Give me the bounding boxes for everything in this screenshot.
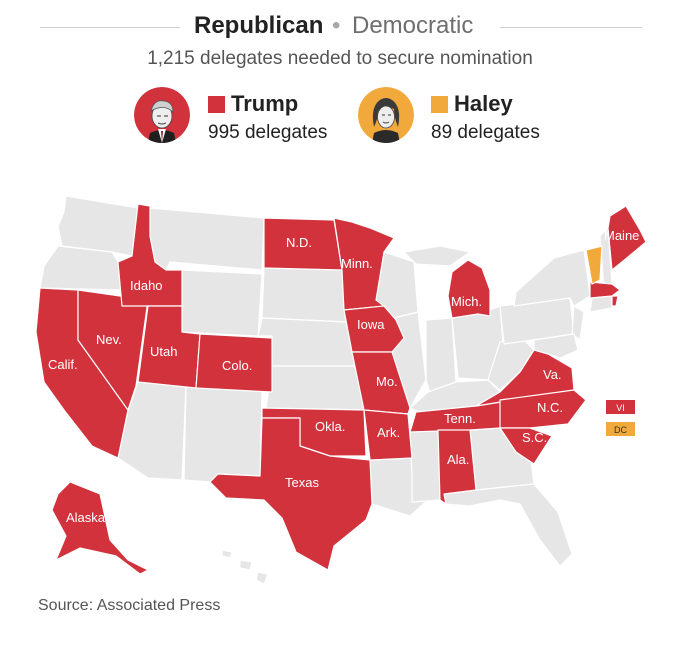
state-mont[interactable] xyxy=(149,207,265,271)
haley-swatch xyxy=(431,96,448,113)
trump-swatch xyxy=(208,96,225,113)
label-mich: Mich. xyxy=(451,294,482,309)
label-idaho: Idaho xyxy=(130,278,163,293)
haley-delegates: 89 delegates xyxy=(431,122,540,143)
label-colo: Colo. xyxy=(222,358,252,373)
label-alaska: Alaska xyxy=(66,510,106,525)
state-alaska[interactable] xyxy=(51,481,149,575)
state-ind[interactable] xyxy=(425,317,457,393)
haley-name: Haley xyxy=(454,91,513,116)
trump-name: Trump xyxy=(231,91,299,116)
state-wyo[interactable] xyxy=(177,269,263,337)
state-upper-mich[interactable] xyxy=(403,245,471,267)
state-ct[interactable] xyxy=(589,295,613,313)
label-mo: Mo. xyxy=(376,374,398,389)
label-ala: Ala. xyxy=(447,452,469,467)
state-nj[interactable] xyxy=(571,305,585,341)
state-ala[interactable] xyxy=(437,429,477,505)
state-colo[interactable] xyxy=(195,333,273,393)
label-minn: Minn. xyxy=(341,256,373,271)
state-vt[interactable] xyxy=(585,245,603,285)
label-nev: Nev. xyxy=(96,332,122,347)
label-nc: N.C. xyxy=(537,400,563,415)
state-fla[interactable] xyxy=(443,483,573,567)
state-idaho[interactable] xyxy=(117,203,183,307)
label-iowa: Iowa xyxy=(357,317,385,332)
state-sd[interactable] xyxy=(261,267,347,323)
territory-dc-label: DC xyxy=(614,425,627,435)
label-maine: Maine xyxy=(604,228,639,243)
state-ri[interactable] xyxy=(611,295,619,307)
state-sc[interactable] xyxy=(499,427,553,465)
state-miss[interactable] xyxy=(409,427,441,503)
state-va[interactable] xyxy=(475,349,575,407)
state-mich[interactable] xyxy=(447,259,491,319)
state-ny[interactable] xyxy=(513,249,591,307)
state-nm[interactable] xyxy=(183,385,263,483)
label-okla: Okla. xyxy=(315,419,345,434)
territory-vi-label: VI xyxy=(616,403,625,413)
trump-delegates: 995 delegates xyxy=(208,122,328,143)
label-va: Va. xyxy=(543,367,562,382)
state-mo[interactable] xyxy=(351,351,411,415)
label-ark: Ark. xyxy=(377,425,400,440)
tab-separator: • xyxy=(332,12,341,39)
haley-portrait-icon xyxy=(358,87,414,143)
state-maine[interactable] xyxy=(607,205,647,271)
party-tabs: Republican • Democratic xyxy=(0,12,680,44)
trump-portrait-icon xyxy=(134,87,190,143)
source-note: Source: Associated Press xyxy=(38,597,221,614)
right-divider xyxy=(500,27,642,28)
label-tenn: Tenn. xyxy=(444,411,476,426)
state-md[interactable] xyxy=(533,333,579,359)
state-kans[interactable] xyxy=(265,365,365,411)
subtitle: 1,215 delegates needed to secure nominat… xyxy=(147,48,533,69)
label-sc: S.C. xyxy=(522,430,547,445)
us-map-svg: VI DC Calif. Nev. Idaho Utah Colo. N.D. … xyxy=(35,195,647,585)
territory-dc-box[interactable] xyxy=(606,422,635,436)
state-ark[interactable] xyxy=(363,409,413,461)
tab-republican[interactable]: Republican xyxy=(194,12,324,39)
label-texas: Texas xyxy=(285,475,319,490)
territory-vi-box[interactable] xyxy=(606,400,635,414)
state-texas[interactable] xyxy=(209,417,373,571)
state-oregon[interactable] xyxy=(39,245,123,291)
state-minn[interactable] xyxy=(333,217,395,311)
results-map: VI DC Calif. Nev. Idaho Utah Colo. N.D. … xyxy=(0,150,680,590)
label-calif: Calif. xyxy=(48,357,78,372)
label-utah: Utah xyxy=(150,344,177,359)
state-neb[interactable] xyxy=(257,317,357,367)
state-hawaii[interactable] xyxy=(221,549,269,585)
label-nd: N.D. xyxy=(286,235,312,250)
state-mass[interactable] xyxy=(589,281,621,299)
tab-democratic[interactable]: Democratic xyxy=(352,12,474,39)
left-divider xyxy=(40,27,180,28)
